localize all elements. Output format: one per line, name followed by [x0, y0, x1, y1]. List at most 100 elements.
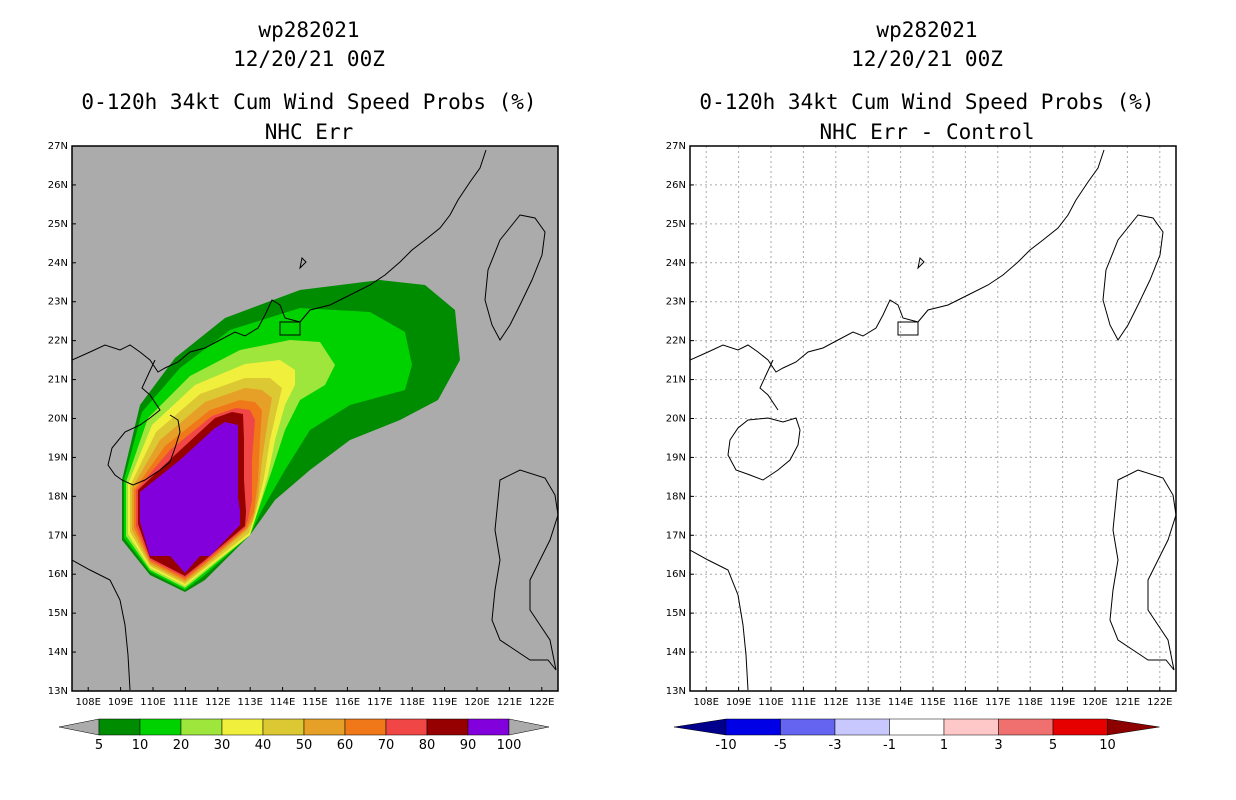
lat-tick-label: 22N: [666, 336, 686, 347]
lon-tick-label: 116E: [335, 697, 360, 708]
lon-tick-label: 110E: [140, 697, 165, 708]
colorbar: 5 10 20 30 40 50 60 70 80 90 100: [58, 718, 550, 753]
colorbar-label: 3: [994, 738, 1002, 753]
lat-tick-label: 27N: [48, 141, 68, 152]
coastlines: [72, 149, 558, 691]
colorbar-label: -5: [774, 738, 787, 753]
lon-tick-label: 122E: [529, 697, 554, 708]
storm-id-title: wp282021: [876, 18, 978, 42]
colorbar-label: 90: [460, 738, 477, 753]
colorbar-swatch: [180, 718, 223, 736]
colorbar-swatch: [780, 718, 836, 736]
colorbar-swatch: [139, 718, 182, 736]
lon-tick-label: 118E: [399, 697, 424, 708]
colorbar-swatch: [303, 718, 346, 736]
datetime-title: 12/20/21 00Z: [233, 47, 385, 71]
lon-tick-label: 120E: [1082, 697, 1107, 708]
lat-tick-label: 16N: [48, 569, 68, 580]
colorbar-label: 70: [378, 738, 395, 753]
lat-tick-label: 19N: [666, 452, 686, 463]
right-panel: wp282021 12/20/21 00Z 0-120h 34kt Cum Wi…: [618, 0, 1236, 800]
colorbar-swatch: [1052, 718, 1108, 736]
lat-tick-label: 26N: [666, 180, 686, 191]
product-title: 0-120h 34kt Cum Wind Speed Probs (%): [81, 90, 537, 114]
lon-tick-label: 121E: [497, 697, 522, 708]
lon-tick-label: 113E: [237, 697, 262, 708]
colorbar-label: -3: [829, 738, 842, 753]
coastlines: [690, 149, 1176, 691]
lat-tick-label: 19N: [48, 452, 68, 463]
lon-tick-label: 117E: [367, 697, 392, 708]
gridlines: [690, 145, 1176, 692]
lat-tick-label: 24N: [666, 258, 686, 269]
colorbar-swatch: [262, 718, 305, 736]
lat-tick-label: 27N: [666, 141, 686, 152]
colorbar-label: 80: [419, 738, 436, 753]
lat-tick-label: 18N: [666, 491, 686, 502]
probability-map: 27N 26N 25N 24N 23N 22N 21N 20N 19N 18N 17N 16N 15N 1…: [48, 141, 559, 753]
lat-tick-label: 16N: [666, 569, 686, 580]
lat-tick-label: 17N: [666, 530, 686, 541]
lon-tick-label: 119E: [432, 697, 457, 708]
colorbar-arrow-low: [58, 718, 100, 736]
lat-tick-label: 18N: [48, 491, 68, 502]
product-title: 0-120h 34kt Cum Wind Speed Probs (%): [699, 90, 1155, 114]
contour-90: [140, 422, 240, 573]
colorbar-swatch: [221, 718, 264, 736]
lat-tick-label: 23N: [48, 297, 68, 308]
lat-tick-label: 13N: [48, 686, 68, 697]
lat-tick-label: 15N: [666, 608, 686, 619]
storm-id-title: wp282021: [258, 18, 360, 42]
colorbar-swatch: [426, 718, 469, 736]
colorbar-arrow-high: [1107, 718, 1160, 736]
colorbar-arrow-high: [508, 718, 550, 736]
lat-tick-label: 14N: [666, 647, 686, 658]
lon-tick-label: 111E: [791, 697, 816, 708]
lat-tick-label: 21N: [666, 375, 686, 386]
colorbar-label: -1: [883, 738, 896, 753]
lon-tick-label: 121E: [1115, 697, 1140, 708]
axis-labels: 27N 26N 25N 24N 23N 22N 21N 20N 19N 18N 17N 16N 15N 1…: [48, 141, 555, 708]
axis-labels: 27N 26N 25N 24N 23N 22N 21N 20N 19N 18N 17N 16N 15N 1…: [666, 141, 1173, 708]
lon-tick-label: 108E: [75, 697, 100, 708]
lon-tick-label: 118E: [1017, 697, 1042, 708]
lon-tick-label: 113E: [855, 697, 880, 708]
colorbar-label: -10: [715, 738, 736, 753]
colorbar-label: 1: [940, 738, 948, 753]
colorbar-label: 10: [1099, 738, 1116, 753]
colorbar-label: 30: [214, 738, 231, 753]
lon-tick-label: 109E: [726, 697, 751, 708]
colorbar-label: 10: [132, 738, 149, 753]
lat-tick-label: 17N: [48, 530, 68, 541]
colorbar-label: 100: [497, 738, 522, 753]
lat-tick-label: 25N: [666, 219, 686, 230]
colorbar-arrow-low: [673, 718, 727, 736]
colorbar-swatch: [344, 718, 387, 736]
lat-tick-label: 23N: [666, 297, 686, 308]
lat-tick-label: 21N: [48, 375, 68, 386]
lon-tick-label: 111E: [173, 697, 198, 708]
lon-tick-label: 119E: [1050, 697, 1075, 708]
left-panel: wp282021 12/20/21 00Z 0-120h 34kt Cum Wi…: [48, 18, 559, 753]
colorbar-label: 50: [296, 738, 313, 753]
colorbar-swatch: [467, 718, 510, 736]
colorbar: -10 -5 -3 -1 1 3 5 10: [673, 718, 1160, 753]
lat-tick-label: 20N: [48, 414, 68, 425]
colorbar-label: 20: [173, 738, 190, 753]
colorbar-swatch: [889, 718, 945, 736]
lon-tick-label: 117E: [985, 697, 1010, 708]
lat-tick-label: 25N: [48, 219, 68, 230]
colorbar-swatch: [943, 718, 999, 736]
colorbar-label: 5: [1049, 738, 1057, 753]
model-title: NHC Err: [264, 120, 354, 144]
lon-tick-label: 122E: [1147, 697, 1172, 708]
colorbar-swatch: [385, 718, 428, 736]
colorbar-swatch: [98, 718, 141, 736]
lon-tick-label: 116E: [953, 697, 978, 708]
lon-tick-label: 115E: [920, 697, 945, 708]
lon-tick-label: 115E: [302, 697, 327, 708]
lon-tick-label: 108E: [693, 697, 718, 708]
lat-tick-label: 26N: [48, 180, 68, 191]
lon-tick-label: 112E: [205, 697, 230, 708]
lon-tick-label: 114E: [888, 697, 913, 708]
